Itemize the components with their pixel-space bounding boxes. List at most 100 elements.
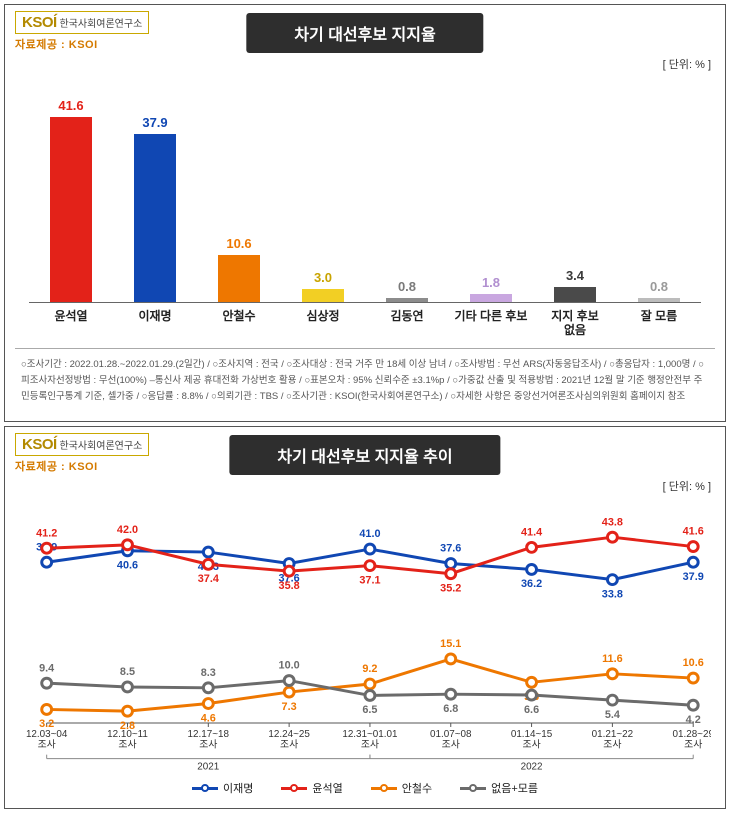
logo-box: KSOÍ 한국사회여론연구소 (15, 11, 149, 34)
series-marker (446, 559, 456, 569)
bar-value: 37.9 (142, 115, 167, 130)
line-chart-svg: 12.03~04조사12.10~11조사12.17~18조사12.24~25조사… (19, 504, 711, 774)
bar-5: 1.8 (449, 275, 533, 302)
legend-item: 이재명 (192, 780, 253, 796)
svg-text:41.4: 41.4 (521, 527, 542, 539)
chart-title-2: 차기 대선후보 지지율 추이 (229, 435, 500, 475)
panel-header-2: KSOÍ 한국사회여론연구소 자료제공 : KSOI 차기 대선후보 지지율 추… (5, 427, 725, 474)
svg-text:조사: 조사 (684, 739, 702, 751)
series-marker (688, 673, 698, 683)
bar-value: 1.8 (482, 275, 500, 290)
series-marker (123, 706, 133, 716)
series-marker (284, 676, 294, 686)
svg-text:8.5: 8.5 (120, 666, 135, 678)
series-marker (42, 705, 52, 715)
series-marker (42, 557, 52, 567)
bar-rect (386, 298, 428, 302)
svg-text:9.2: 9.2 (362, 663, 377, 675)
svg-text:01.21~22: 01.21~22 (592, 729, 633, 740)
bar-chart-x-labels: 윤석열이재명안철수심상정김동연기타 다른 후보지지 후보 없음잘 모름 (29, 302, 701, 338)
bar-2: 10.6 (197, 236, 281, 302)
svg-text:조사: 조사 (442, 739, 460, 751)
logo-main: KSOÍ (22, 14, 57, 31)
svg-text:조사: 조사 (38, 739, 56, 751)
svg-text:9.4: 9.4 (39, 662, 54, 674)
bar-category-label: 이재명 (113, 309, 197, 338)
logo-sub: 한국사회여론연구소 (59, 19, 142, 30)
line-chart-wrap: 12.03~04조사12.10~11조사12.17~18조사12.24~25조사… (5, 494, 725, 808)
series-marker (203, 699, 213, 709)
bar-3: 3.0 (281, 270, 365, 302)
logo-sub-2: 한국사회여론연구소 (59, 441, 142, 452)
series-marker (123, 682, 133, 692)
series-marker (203, 547, 213, 557)
bar-4: 0.8 (365, 279, 449, 302)
svg-text:41.6: 41.6 (683, 526, 704, 538)
series-marker (365, 691, 375, 701)
chart-title: 차기 대선후보 지지율 (246, 13, 483, 53)
series-marker (688, 542, 698, 552)
series-marker (527, 690, 537, 700)
svg-text:6.5: 6.5 (362, 704, 377, 716)
survey-meta: ○조사기간 : 2022.01.28.~2022.01.29.(2일간) / ○… (15, 348, 715, 411)
bar-value: 41.6 (58, 98, 83, 113)
svg-text:7.3: 7.3 (282, 701, 297, 713)
svg-text:4.2: 4.2 (686, 714, 701, 726)
bar-value: 3.4 (566, 268, 584, 283)
svg-text:43.8: 43.8 (602, 517, 623, 529)
bar-category-label: 잘 모름 (617, 309, 701, 338)
svg-text:37.9: 37.9 (683, 571, 704, 583)
svg-text:12.03~04: 12.03~04 (26, 729, 68, 740)
legend-item: 안철수 (371, 780, 432, 796)
series-marker (123, 540, 133, 550)
svg-text:12.31~01.01: 12.31~01.01 (342, 729, 398, 740)
svg-text:10.6: 10.6 (683, 657, 704, 669)
series-marker (446, 569, 456, 579)
series-marker (446, 654, 456, 664)
unit-label: [ 단위: % ] (5, 52, 725, 72)
svg-text:41.0: 41.0 (359, 528, 380, 540)
bar-value: 0.8 (650, 279, 668, 294)
series-marker (42, 543, 52, 553)
bar-rect (50, 117, 92, 302)
svg-text:6.8: 6.8 (443, 703, 458, 715)
svg-text:35.8: 35.8 (279, 580, 300, 592)
svg-text:8.3: 8.3 (201, 667, 216, 679)
series-marker (284, 687, 294, 697)
bar-rect (638, 298, 680, 302)
svg-text:조사: 조사 (603, 739, 621, 751)
svg-text:41.2: 41.2 (36, 528, 57, 540)
series-marker (365, 679, 375, 689)
svg-text:01.14~15: 01.14~15 (511, 729, 553, 740)
bar-category-label: 기타 다른 후보 (449, 309, 533, 338)
bar-7: 0.8 (617, 279, 701, 302)
bar-value: 0.8 (398, 279, 416, 294)
bar-rect (218, 255, 260, 302)
series-marker (203, 683, 213, 693)
legend-label: 없음+모름 (491, 780, 538, 796)
bar-rect (470, 294, 512, 302)
bar-6: 3.4 (533, 268, 617, 302)
bar-category-label: 김동연 (365, 309, 449, 338)
svg-text:35.2: 35.2 (440, 583, 461, 595)
legend-item: 없음+모름 (460, 780, 538, 796)
panel-header: KSOÍ 한국사회여론연구소 자료제공 : KSOI 차기 대선후보 지지율 (5, 5, 725, 52)
bar-1: 37.9 (113, 115, 197, 302)
svg-text:조사: 조사 (199, 739, 217, 751)
series-marker (607, 669, 617, 679)
unit-label-2: [ 단위: % ] (5, 474, 725, 494)
bar-category-label: 지지 후보 없음 (533, 309, 617, 338)
svg-text:15.1: 15.1 (440, 638, 461, 650)
svg-text:조사: 조사 (118, 739, 136, 751)
bar-value: 3.0 (314, 270, 332, 285)
series-marker (607, 695, 617, 705)
svg-text:12.17~18: 12.17~18 (188, 729, 230, 740)
bar-category-label: 윤석열 (29, 309, 113, 338)
svg-text:01.07~08: 01.07~08 (430, 729, 472, 740)
bar-chart-panel: KSOÍ 한국사회여론연구소 자료제공 : KSOI 차기 대선후보 지지율 [… (4, 4, 726, 422)
svg-text:11.6: 11.6 (602, 653, 623, 665)
svg-text:2.8: 2.8 (120, 720, 135, 732)
svg-text:6.6: 6.6 (524, 704, 539, 716)
bar-0: 41.6 (29, 98, 113, 302)
series-marker (527, 543, 537, 553)
